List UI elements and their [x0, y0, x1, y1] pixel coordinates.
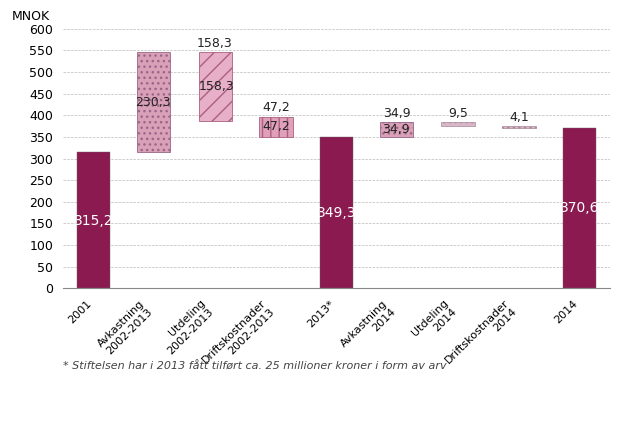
Text: * Stiftelsen har i 2013 fått tilført ca. 25 millioner kroner i form av arv: * Stiftelsen har i 2013 fått tilført ca.…: [63, 361, 447, 372]
Text: 230,3: 230,3: [135, 96, 171, 109]
Bar: [138, 52, 170, 152]
Text: 9,5: 9,5: [448, 107, 468, 120]
Bar: [320, 137, 353, 288]
Text: 47,2: 47,2: [262, 101, 289, 114]
Text: 34,9: 34,9: [382, 123, 410, 136]
Y-axis label: MNOK: MNOK: [11, 10, 49, 23]
Text: 315,2: 315,2: [74, 214, 113, 228]
Bar: [259, 117, 292, 137]
Bar: [563, 128, 596, 288]
Bar: [381, 122, 413, 137]
Text: 370,6: 370,6: [560, 201, 599, 215]
Text: 47,2: 47,2: [262, 120, 289, 133]
Text: 349,3: 349,3: [317, 206, 356, 220]
Bar: [502, 126, 536, 128]
Text: 4,1: 4,1: [509, 111, 529, 124]
Bar: [77, 152, 110, 288]
Text: 158,3: 158,3: [197, 37, 233, 50]
Text: 158,3: 158,3: [198, 80, 234, 93]
Bar: [441, 122, 475, 126]
Text: 34,9: 34,9: [384, 107, 411, 120]
Bar: [199, 52, 232, 121]
